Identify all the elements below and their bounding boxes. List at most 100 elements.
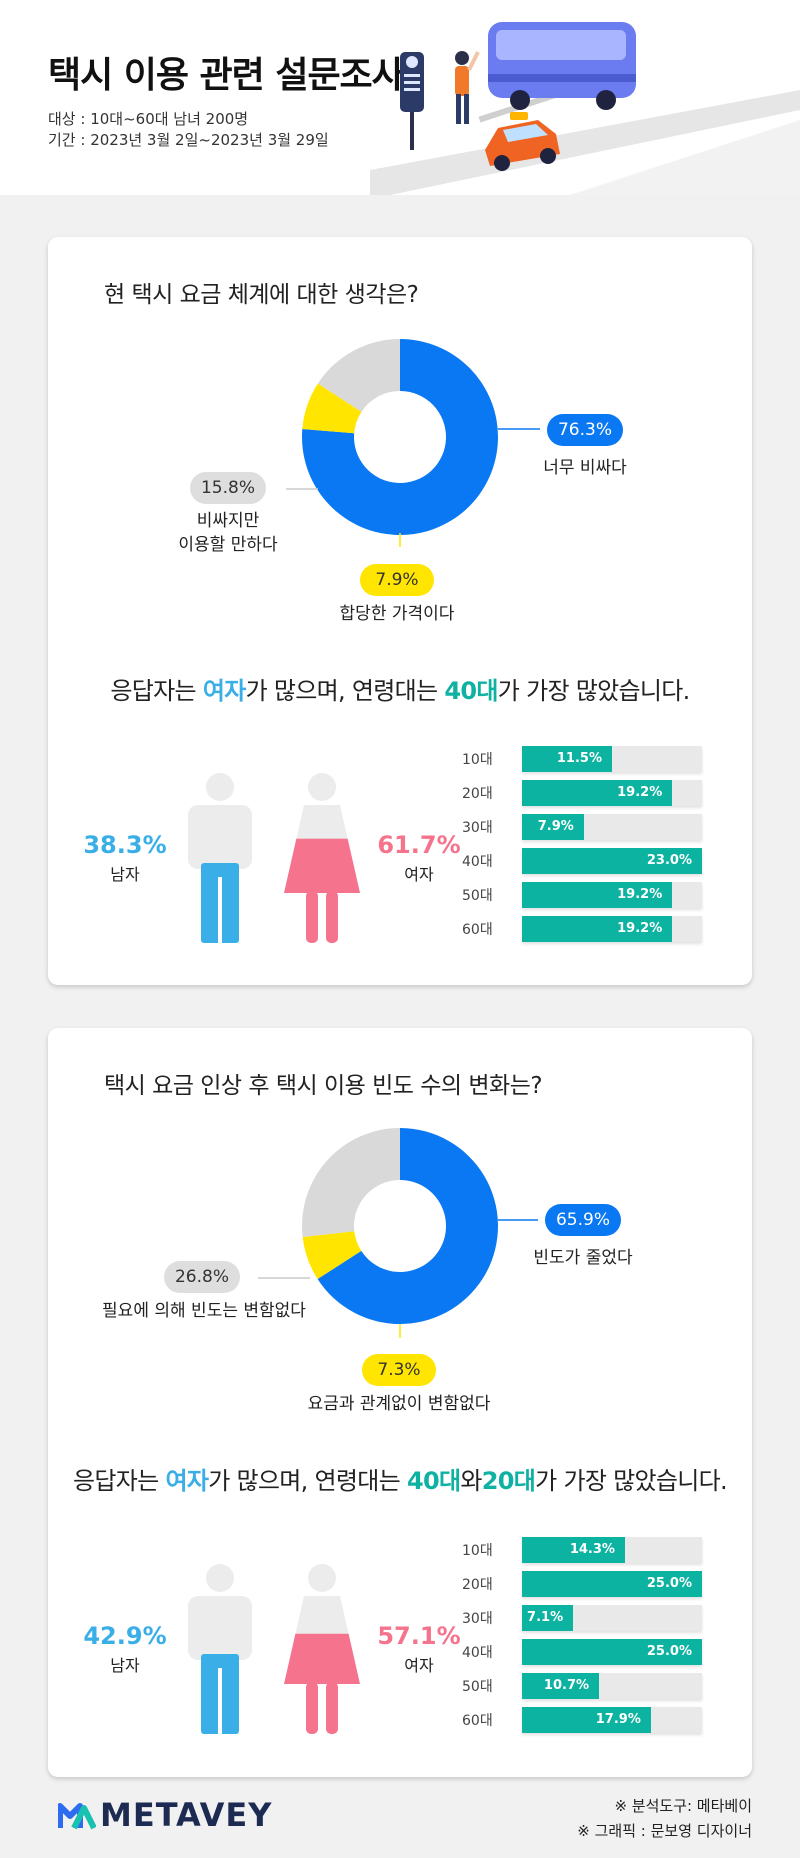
age-bar: 19.2% [522,882,673,908]
male-figure-icon [188,773,252,943]
bar-track: 14.3% [522,1537,702,1563]
bar-track: 25.0% [522,1571,702,1597]
male-label: 남자 [110,1656,140,1675]
bar-track: 7.9% [522,814,702,840]
age-row: 40대 25.0% [462,1639,702,1665]
age-row: 30대 7.9% [462,814,702,840]
slice-label-expensive-but-ok: 비싸지만 이용할 만하다 [178,511,278,555]
bar-track: 17.9% [522,1707,702,1733]
survey-period: 기간 : 2023년 3월 2일~2023년 3월 29일 [48,131,329,149]
age-bar: 14.3% [522,1537,625,1563]
age-bar: 17.9% [522,1707,651,1733]
age-row: 50대 10.7% [462,1673,702,1699]
female-share-fill [284,838,360,893]
female-percent: 57.1% [377,1622,461,1650]
bar-value-label: 23.0% [646,853,692,868]
bar-value-label: 7.9% [537,819,574,834]
age-bar: 7.9% [522,814,584,840]
survey-target: 대상 : 10대~60대 남녀 200명 [48,110,249,128]
age-row: 10대 14.3% [462,1537,702,1563]
bar-track: 19.2% [522,780,702,806]
donut-slice [317,1128,498,1324]
age-bar: 7.1% [522,1605,574,1631]
credit-graphic-designer: ※ 그래픽 : 문보영 디자이너 [577,1822,752,1840]
age-row: 20대 19.2% [462,780,702,806]
header: 택시 이용 관련 설문조사 대상 : 10대~60대 남녀 200명 기간 : … [0,0,800,195]
age-row: 60대 19.2% [462,916,702,942]
summary-text: 응답자는 여자가 많으며, 연령대는 40대가 가장 많았습니다. [110,677,690,705]
donut-slice [302,1128,400,1238]
age-label: 60대 [462,1713,493,1729]
age-bar: 25.0% [522,1639,702,1665]
bar-track: 19.2% [522,916,702,942]
age-label: 10대 [462,752,493,768]
age-bar: 23.0% [522,848,702,874]
donut-slice [302,339,498,535]
female-label: 여자 [404,865,434,884]
bar-track: 23.0% [522,848,702,874]
age-bar: 19.2% [522,916,673,942]
slice-value-unchanged-need: 26.8% [164,1261,240,1293]
male-figure-icon [188,1564,252,1734]
bar-value-label: 19.2% [617,921,663,936]
bar-value-label: 19.2% [617,887,663,902]
slice-value-too-expensive: 76.3% [547,414,623,446]
age-label: 60대 [462,922,493,938]
donut-slice [302,1231,362,1280]
slice-value-unchanged-regardless: 7.3% [362,1354,436,1386]
age-label: 20대 [462,1577,493,1593]
age-bar: 25.0% [522,1571,702,1597]
metavey-logo-icon [58,1803,96,1830]
age-label: 30대 [462,820,493,836]
question-title: 현 택시 요금 체계에 대한 생각은? [104,282,419,308]
age-label: 10대 [462,1543,493,1559]
bar-track: 7.1% [522,1605,702,1631]
age-bar: 11.5% [522,746,612,772]
slice-label-unchanged-regardless: 요금과 관계없이 변함없다 [307,1394,491,1414]
age-row: 40대 23.0% [462,848,702,874]
male-label: 남자 [110,865,140,884]
credit-analysis-tool: ※ 분석도구: 메타베이 [614,1797,752,1815]
bar-track: 10.7% [522,1673,702,1699]
slice-value-reasonable: 7.9% [360,564,434,596]
bar-value-label: 7.1% [527,1610,564,1625]
age-label: 50대 [462,888,493,904]
page-title: 택시 이용 관련 설문조사 [48,55,405,96]
male-percent: 42.9% [83,1622,167,1650]
bar-value-label: 25.0% [646,1644,692,1659]
age-label: 50대 [462,1679,493,1695]
metavey-logo-text: METAVEY [100,1796,273,1834]
female-label: 여자 [404,1656,434,1675]
slice-value-less-frequent: 65.9% [545,1204,621,1236]
female-figure-icon [284,1564,360,1734]
female-share-fill [284,1633,360,1684]
donut-chart-fare-opinion [286,339,540,547]
bar-value-label: 10.7% [543,1678,590,1693]
bar-track: 25.0% [522,1639,702,1665]
slice-value-expensive-but-ok: 15.8% [190,472,266,504]
slice-label-less-frequent: 빈도가 줄었다 [533,1248,633,1268]
age-row: 50대 19.2% [462,882,702,908]
donut-slice [302,383,362,434]
slice-label-reasonable: 합당한 가격이다 [339,604,455,624]
slice-label-unchanged-need: 필요에 의해 빈도는 변함없다 [102,1301,306,1321]
age-bar: 10.7% [522,1673,600,1699]
age-label: 40대 [462,1645,493,1661]
summary-text: 응답자는 여자가 많으며, 연령대는 40대와20대가 가장 많았습니다. [73,1467,728,1495]
bar-value-label: 11.5% [556,751,602,766]
taxi-bus-illustration [370,22,800,195]
bar-value-label: 17.9% [595,1712,641,1727]
bar-track: 11.5% [522,746,702,772]
bar-track: 19.2% [522,882,702,908]
donut-slice [317,339,400,412]
age-row: 60대 17.9% [462,1707,702,1733]
age-label: 20대 [462,786,493,802]
question-title: 택시 요금 인상 후 택시 이용 빈도 수의 변화는? [104,1073,543,1099]
slice-label-too-expensive: 너무 비싸다 [543,458,627,478]
female-percent: 61.7% [377,831,461,859]
bar-value-label: 25.0% [646,1576,692,1591]
age-row: 30대 7.1% [462,1605,702,1631]
age-row: 20대 25.0% [462,1571,702,1597]
age-bar: 19.2% [522,780,673,806]
age-row: 10대 11.5% [462,746,702,772]
